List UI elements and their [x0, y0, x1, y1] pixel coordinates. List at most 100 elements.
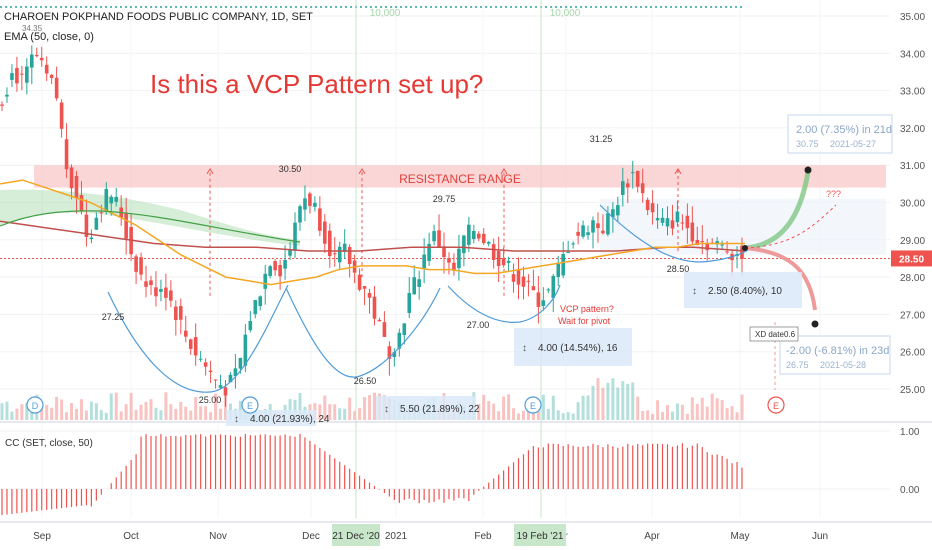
candle-body[interactable] [596, 223, 600, 229]
candle-body[interactable] [397, 332, 402, 349]
candle-body[interactable] [25, 66, 29, 83]
candle-body[interactable] [685, 215, 690, 229]
candle-body[interactable] [20, 73, 24, 75]
candlestick-series[interactable] [0, 45, 744, 407]
candle-body[interactable] [218, 385, 223, 388]
candle-body[interactable] [521, 276, 526, 287]
event-icon[interactable] [26, 396, 44, 414]
candle-body[interactable] [645, 199, 650, 211]
candle-body[interactable] [159, 289, 163, 292]
candle-body[interactable] [64, 139, 69, 170]
candle-body[interactable] [332, 253, 337, 255]
candle-body[interactable] [476, 233, 481, 239]
candle-body[interactable] [427, 243, 431, 261]
candle-body[interactable] [531, 286, 536, 291]
candle-body[interactable] [318, 208, 322, 231]
candle-body[interactable] [139, 257, 143, 275]
candle-body[interactable] [576, 231, 580, 236]
candle-body[interactable] [481, 233, 486, 244]
candle-body[interactable] [149, 280, 153, 286]
candle-body[interactable] [740, 245, 744, 259]
candle-body[interactable] [44, 64, 49, 74]
candle-body[interactable] [114, 196, 119, 202]
candle-body[interactable] [347, 247, 352, 265]
candle-body[interactable] [208, 370, 213, 373]
candle-body[interactable] [357, 274, 362, 290]
candle-body[interactable] [84, 214, 89, 237]
candle-body[interactable] [308, 193, 312, 206]
candle-body[interactable] [621, 181, 625, 195]
candle-body[interactable] [169, 290, 173, 301]
candle-body[interactable] [382, 322, 387, 337]
candle-body[interactable] [700, 241, 705, 243]
candle-body[interactable] [34, 54, 39, 57]
candle-body[interactable] [447, 258, 451, 263]
candle-body[interactable] [412, 277, 417, 295]
candle-body[interactable] [571, 243, 575, 245]
candle-body[interactable] [442, 246, 446, 258]
candle-body[interactable] [506, 260, 511, 263]
candle-body[interactable] [164, 287, 168, 298]
candle-body[interactable] [452, 262, 456, 271]
candle-body[interactable] [432, 231, 436, 242]
candle-body[interactable] [705, 243, 710, 251]
candle-body[interactable] [174, 306, 178, 321]
candle-body[interactable] [511, 274, 516, 282]
candle-body[interactable] [486, 242, 491, 244]
candle-body[interactable] [193, 337, 198, 356]
candle-body[interactable] [203, 362, 208, 367]
candle-body[interactable] [526, 280, 531, 282]
candle-body[interactable] [491, 244, 496, 260]
candle-body[interactable] [79, 194, 84, 212]
candle-body[interactable] [392, 352, 397, 358]
candle-body[interactable] [178, 306, 183, 320]
candle-body[interactable] [253, 300, 258, 315]
candle-body[interactable] [188, 339, 193, 349]
candle-body[interactable] [288, 249, 292, 256]
candle-body[interactable] [586, 232, 590, 236]
candle-body[interactable] [327, 230, 332, 257]
cc-indicator-pane[interactable]: CC (SET, close, 50) [1, 433, 743, 516]
candle-body[interactable] [15, 67, 19, 84]
candle-body[interactable] [387, 346, 392, 359]
candle-body[interactable] [556, 263, 561, 278]
candle-body[interactable] [109, 196, 114, 204]
candle-body[interactable] [606, 213, 610, 235]
candle-body[interactable] [372, 296, 377, 319]
candle-body[interactable] [198, 358, 203, 360]
event-icon[interactable] [524, 396, 542, 414]
candle-body[interactable] [89, 237, 94, 240]
candle-body[interactable] [293, 222, 297, 251]
candle-body[interactable] [303, 198, 307, 210]
candle-body[interactable] [124, 212, 128, 239]
event-icon[interactable] [241, 396, 259, 414]
candle-body[interactable] [462, 235, 466, 254]
event-icon[interactable] [767, 396, 785, 414]
candle-body[interactable] [611, 209, 615, 218]
candle-body[interactable] [407, 293, 412, 313]
candle-body[interactable] [616, 205, 620, 216]
candle-body[interactable] [29, 54, 34, 68]
candle-body[interactable] [720, 244, 724, 246]
candle-body[interactable] [417, 279, 421, 287]
candle-body[interactable] [655, 218, 660, 221]
candle-body[interactable] [625, 183, 630, 188]
candle-body[interactable] [516, 269, 521, 285]
candle-body[interactable] [263, 273, 268, 289]
candle-body[interactable] [457, 248, 461, 269]
candle-body[interactable] [154, 287, 158, 297]
candle-body[interactable] [268, 266, 272, 276]
candle-body[interactable] [59, 102, 64, 129]
candle-body[interactable] [650, 203, 655, 213]
candle-body[interactable] [233, 368, 238, 376]
candle-body[interactable] [467, 224, 471, 245]
candle-body[interactable] [74, 176, 79, 199]
candle-body[interactable] [541, 300, 546, 306]
candle-body[interactable] [49, 74, 54, 78]
candle-body[interactable] [223, 387, 228, 396]
candle-body[interactable] [367, 292, 372, 298]
candle-body[interactable] [298, 206, 302, 223]
candle-body[interactable] [313, 202, 317, 207]
candle-body[interactable] [362, 286, 367, 289]
candle-body[interactable] [675, 211, 680, 223]
